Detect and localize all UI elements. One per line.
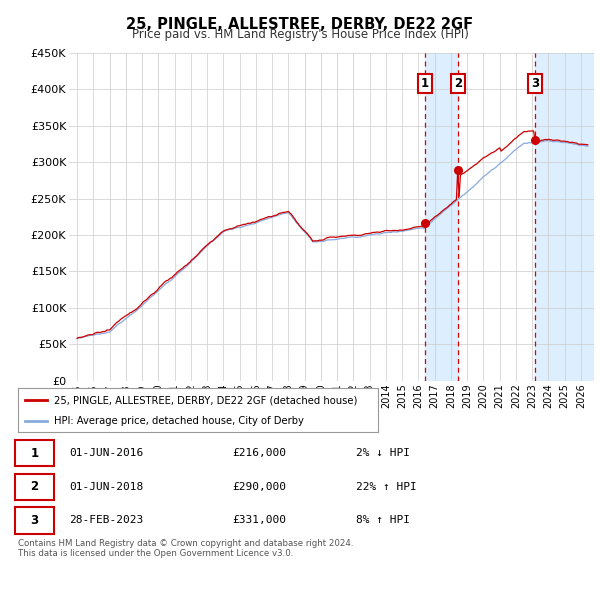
Text: 01-JUN-2016: 01-JUN-2016 <box>69 448 143 458</box>
Text: 1: 1 <box>30 447 38 460</box>
Text: 22% ↑ HPI: 22% ↑ HPI <box>356 482 417 491</box>
FancyBboxPatch shape <box>15 507 53 533</box>
Text: 2: 2 <box>454 77 462 90</box>
Text: 3: 3 <box>30 514 38 527</box>
Text: 28-FEB-2023: 28-FEB-2023 <box>69 516 143 525</box>
Text: 25, PINGLE, ALLESTREE, DERBY, DE22 2GF: 25, PINGLE, ALLESTREE, DERBY, DE22 2GF <box>127 17 473 31</box>
Text: 1: 1 <box>421 77 429 90</box>
Text: Contains HM Land Registry data © Crown copyright and database right 2024.
This d: Contains HM Land Registry data © Crown c… <box>18 539 353 558</box>
Text: Price paid vs. HM Land Registry's House Price Index (HPI): Price paid vs. HM Land Registry's House … <box>131 28 469 41</box>
FancyBboxPatch shape <box>15 474 53 500</box>
FancyBboxPatch shape <box>15 440 53 466</box>
Text: 2: 2 <box>30 480 38 493</box>
Text: 2% ↓ HPI: 2% ↓ HPI <box>356 448 410 458</box>
Bar <box>425 53 458 381</box>
Text: 01-JUN-2018: 01-JUN-2018 <box>69 482 143 491</box>
Text: £290,000: £290,000 <box>232 482 286 491</box>
Text: 8% ↑ HPI: 8% ↑ HPI <box>356 516 410 525</box>
Text: £331,000: £331,000 <box>232 516 286 525</box>
Text: 3: 3 <box>531 77 539 90</box>
Text: 25, PINGLE, ALLESTREE, DERBY, DE22 2GF (detached house): 25, PINGLE, ALLESTREE, DERBY, DE22 2GF (… <box>54 395 358 405</box>
Bar <box>535 53 594 381</box>
Text: HPI: Average price, detached house, City of Derby: HPI: Average price, detached house, City… <box>54 416 304 426</box>
Text: £216,000: £216,000 <box>232 448 286 458</box>
